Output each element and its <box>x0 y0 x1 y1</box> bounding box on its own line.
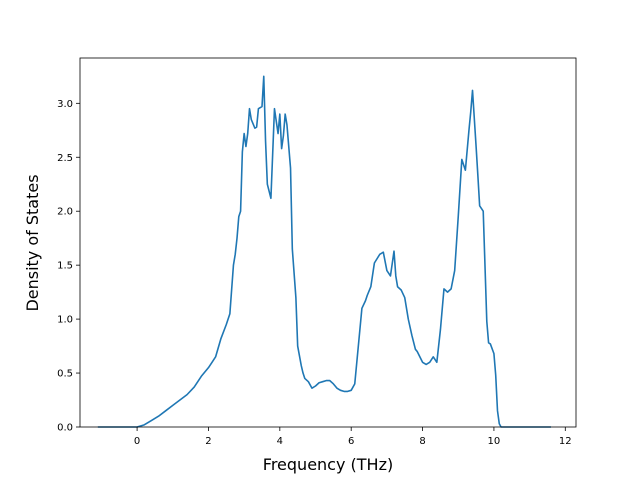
x-axis-label: Frequency (THz) <box>263 455 393 474</box>
x-axis-ticks: 0 2 4 6 8 10 12 <box>134 427 572 447</box>
y-axis-ticks: 0.0 0.5 1.0 1.5 2.0 2.5 3.0 <box>57 99 80 434</box>
x-tick-label: 2 <box>205 436 211 447</box>
y-tick-label: 1.0 <box>57 315 73 326</box>
x-tick-label: 10 <box>488 436 501 447</box>
x-tick-label: 8 <box>419 436 425 447</box>
y-tick-label: 2.5 <box>57 153 73 164</box>
x-tick-label: 4 <box>277 436 283 447</box>
y-axis-label: Density of States <box>23 174 42 311</box>
plot-frame <box>79 57 577 428</box>
x-tick-label: 6 <box>348 436 354 447</box>
x-tick-label: 12 <box>559 436 572 447</box>
y-tick-label: 3.0 <box>57 99 73 110</box>
x-tick-label: 0 <box>134 436 140 447</box>
dos-series-line-0 <box>97 75 552 428</box>
y-tick-label: 2.0 <box>57 207 73 218</box>
y-tick-label: 0.0 <box>57 423 73 434</box>
y-tick-label: 1.5 <box>57 261 73 272</box>
y-tick-label: 0.5 <box>57 369 73 380</box>
plot-area <box>79 57 577 428</box>
